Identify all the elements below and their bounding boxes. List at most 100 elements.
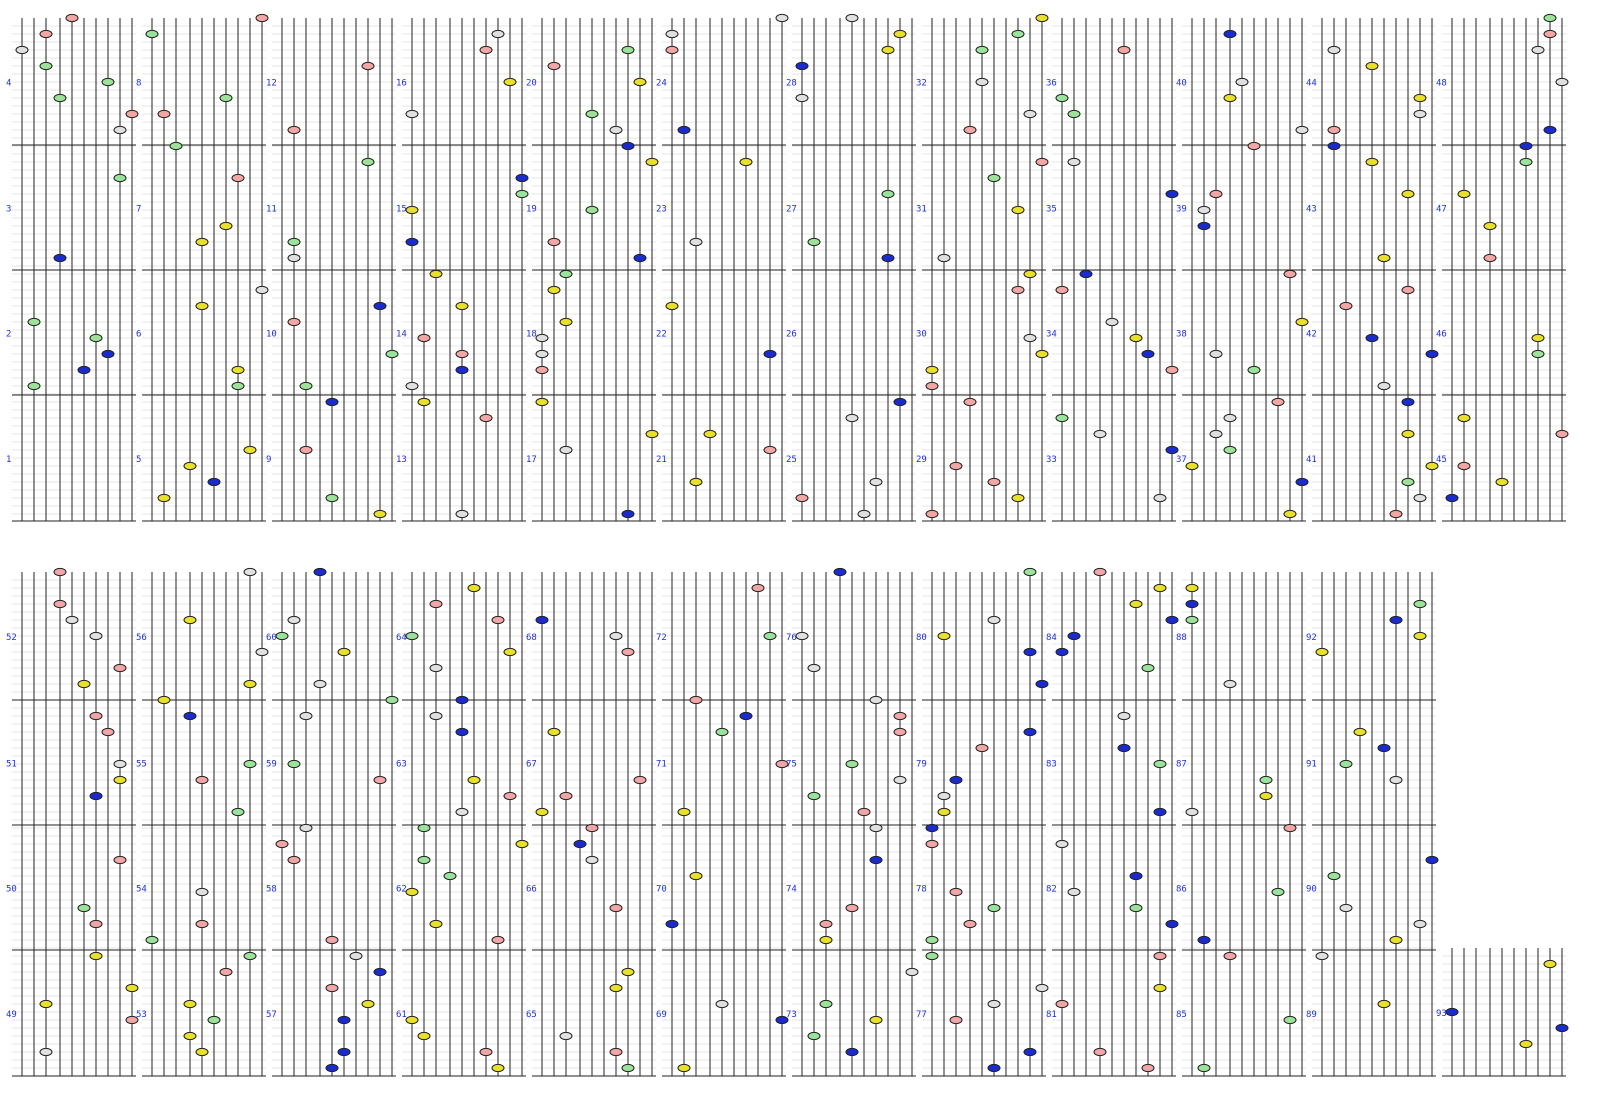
note-marker (429, 919, 443, 929)
note-marker (39, 1047, 53, 1057)
measure-number: 4 (6, 79, 11, 89)
note-marker (1377, 253, 1391, 263)
note-marker (1315, 647, 1329, 657)
note-marker (1165, 445, 1179, 455)
measure-number: 2 (6, 330, 11, 340)
note-marker (1209, 189, 1223, 199)
note-marker (949, 461, 963, 471)
note-marker (925, 951, 939, 961)
note-marker (417, 855, 431, 865)
note-marker (609, 631, 623, 641)
note-marker (1023, 567, 1037, 577)
measure-number: 35 (1046, 205, 1057, 215)
note-marker (881, 45, 895, 55)
note-marker (621, 141, 635, 151)
note-marker (515, 189, 529, 199)
note-marker (1247, 141, 1261, 151)
note-marker (1023, 727, 1037, 737)
note-marker (1035, 157, 1049, 167)
note-marker (1023, 1047, 1037, 1057)
note-marker (1165, 615, 1179, 625)
note-marker (881, 189, 895, 199)
note-marker (1555, 77, 1569, 87)
note-marker (1153, 983, 1167, 993)
measure-number: 39 (1176, 205, 1187, 215)
note-marker (1011, 205, 1025, 215)
note-marker (559, 317, 573, 327)
note-marker (869, 1015, 883, 1025)
measure-number: 3 (6, 205, 11, 215)
note-marker (845, 903, 859, 913)
note-marker (633, 775, 647, 785)
measure-panel: 56 55 54 53 (136, 567, 269, 1077)
note-marker (275, 631, 289, 641)
note-marker (1425, 461, 1439, 471)
note-marker (1401, 397, 1415, 407)
measure-panel: 48 47 46 45 (1436, 13, 1569, 522)
note-marker (795, 93, 809, 103)
note-marker (385, 349, 399, 359)
measure-number: 62 (396, 885, 407, 895)
measure-panel: 4 3 2 1 (6, 13, 139, 522)
note-marker (243, 679, 257, 689)
note-marker (1259, 775, 1273, 785)
note-marker (677, 1063, 691, 1073)
note-marker (1165, 189, 1179, 199)
note-marker (1153, 951, 1167, 961)
note-marker (1153, 807, 1167, 817)
note-marker (479, 45, 493, 55)
note-marker (287, 237, 301, 247)
note-marker (113, 125, 127, 135)
note-marker (1483, 253, 1497, 263)
note-marker (1011, 29, 1025, 39)
note-marker (975, 77, 989, 87)
note-marker (1165, 365, 1179, 375)
measure-panel: 92 91 90 89 (1306, 572, 1439, 1077)
note-marker (405, 205, 419, 215)
note-marker (559, 269, 573, 279)
measure-number: 87 (1176, 760, 1187, 770)
note-marker (455, 509, 469, 519)
note-marker (1445, 1007, 1459, 1017)
note-marker (1377, 381, 1391, 391)
note-marker (1055, 647, 1069, 657)
note-marker (231, 365, 245, 375)
note-marker (195, 1047, 209, 1057)
note-marker (1209, 429, 1223, 439)
note-marker (1457, 189, 1471, 199)
note-marker (775, 759, 789, 769)
measure-number: 67 (526, 760, 537, 770)
measure-number: 21 (656, 455, 667, 465)
note-marker (417, 333, 431, 343)
note-marker (1495, 477, 1509, 487)
note-marker (417, 823, 431, 833)
note-marker (857, 509, 871, 519)
note-marker (1141, 1063, 1155, 1073)
note-marker (535, 333, 549, 343)
note-marker (925, 509, 939, 519)
measure-panel: 20 19 18 17 (526, 18, 659, 522)
note-marker (113, 173, 127, 183)
measure-number: 74 (786, 885, 797, 895)
note-marker (1209, 349, 1223, 359)
measure-panel: 88 87 86 85 (1176, 572, 1306, 1077)
measure-panel: 24 23 22 21 (656, 13, 789, 522)
note-marker (1185, 807, 1199, 817)
note-marker (1247, 365, 1261, 375)
note-marker (621, 967, 635, 977)
measure-number: 34 (1046, 330, 1057, 340)
note-marker (231, 173, 245, 183)
note-marker (1067, 109, 1081, 119)
note-marker (559, 1031, 573, 1041)
note-marker (715, 727, 729, 737)
measure-panel: 80 79 78 77 (916, 567, 1049, 1077)
note-marker (467, 583, 481, 593)
note-marker (845, 759, 859, 769)
note-marker (869, 695, 883, 705)
note-marker (645, 157, 659, 167)
note-marker (893, 711, 907, 721)
note-marker (689, 477, 703, 487)
note-marker (243, 951, 257, 961)
note-marker (361, 157, 375, 167)
